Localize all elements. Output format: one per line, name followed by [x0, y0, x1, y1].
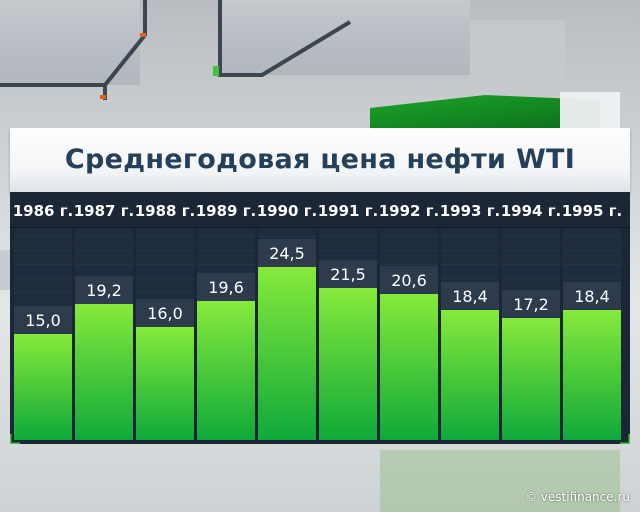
- category-label: 1987 г.: [74, 202, 135, 220]
- title-bar: Среднегодовая цена нефти WTI: [10, 128, 630, 192]
- value-label: 18,4: [574, 287, 610, 306]
- bar: [14, 334, 72, 440]
- value-label: 24,5: [269, 244, 305, 263]
- category-label: 1994 г.: [501, 202, 562, 220]
- category-label: 1995 г.: [562, 202, 623, 220]
- value-label-background: [136, 299, 194, 327]
- cube-edge-left: [0, 0, 147, 87]
- value-label-background: [502, 290, 560, 318]
- category-label: 1991 г.: [318, 202, 379, 220]
- cube-edge-center: [218, 0, 352, 77]
- green-box: [370, 95, 600, 128]
- bar: [136, 327, 194, 440]
- value-label: 21,5: [330, 265, 366, 284]
- value-label-background: [258, 239, 316, 267]
- value-label: 19,2: [86, 281, 122, 300]
- value-label: 16,0: [147, 304, 183, 323]
- chart-area: 15,0 1986 г. 19,2 1987 г. 16,0 1988 г. 19,6 198…: [8, 192, 632, 446]
- value-label-background: [441, 282, 499, 310]
- value-label-background: [319, 260, 377, 288]
- value-label-background: [563, 282, 621, 310]
- bar: [258, 267, 316, 440]
- category-label: 1992 г.: [379, 202, 440, 220]
- chart-panel: Среднегодовая цена нефти WTI 15,0 1986 г.…: [8, 128, 632, 446]
- category-label: 1990 г.: [257, 202, 318, 220]
- bar: [380, 294, 438, 440]
- chart-title: Среднегодовая цена нефти WTI: [64, 144, 576, 175]
- value-label-background: [75, 276, 133, 304]
- value-label-background: [14, 306, 72, 334]
- glass-cube-center: [220, 0, 470, 75]
- value-label: 18,4: [452, 287, 488, 306]
- category-label: 1988 г.: [135, 202, 196, 220]
- value-label: 19,6: [208, 278, 244, 297]
- bar: [441, 310, 499, 440]
- glass-cube-left: [0, 0, 140, 85]
- bar-chart: 15,0 1986 г. 19,2 1987 г. 16,0 1988 г. 19,6 198…: [8, 202, 632, 446]
- bar: [502, 318, 560, 440]
- category-label: 1986 г.: [13, 202, 74, 220]
- bar: [75, 304, 133, 440]
- category-label: 1989 г.: [196, 202, 257, 220]
- value-label-background: [380, 266, 438, 294]
- bar: [563, 310, 621, 440]
- value-label: 20,6: [391, 271, 427, 290]
- bar: [319, 288, 377, 440]
- watermark: © vestifinance.ru: [524, 490, 630, 504]
- bar: [197, 301, 255, 440]
- value-label: 17,2: [513, 295, 549, 314]
- value-label-background: [197, 273, 255, 301]
- corner-marker: [620, 434, 632, 446]
- category-label: 1993 г.: [440, 202, 501, 220]
- value-label: 15,0: [25, 311, 61, 330]
